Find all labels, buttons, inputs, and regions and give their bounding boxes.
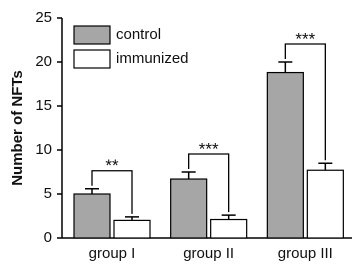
y-tick-label: 10 xyxy=(35,141,52,158)
y-tick-label: 25 xyxy=(35,9,52,26)
bar xyxy=(170,178,208,239)
error-bar xyxy=(278,61,293,73)
significance-label: *** xyxy=(199,139,219,158)
y-tick-label: 0 xyxy=(44,229,52,246)
significance-label: ** xyxy=(105,156,119,175)
error-bar xyxy=(125,216,139,221)
significance-bracket xyxy=(284,43,326,161)
legend-label: control xyxy=(116,26,161,43)
significance-bracket xyxy=(91,170,133,214)
y-tick-label: 20 xyxy=(35,53,52,70)
significance-label: *** xyxy=(295,29,315,48)
legend-swatch xyxy=(73,49,111,69)
x-tick-label: group I xyxy=(89,245,136,262)
error-bar xyxy=(181,171,196,180)
y-tick-label: 5 xyxy=(44,185,52,202)
bar xyxy=(113,219,151,239)
legend-label: immunized xyxy=(116,50,189,67)
bar xyxy=(306,169,344,239)
error-bar xyxy=(221,214,236,220)
y-axis-label: Number of NFTs xyxy=(9,70,26,186)
error-bar xyxy=(85,187,99,194)
bar xyxy=(266,71,304,239)
legend-swatch xyxy=(73,25,111,45)
x-tick-label: group III xyxy=(278,245,333,262)
significance-bracket xyxy=(188,153,230,213)
x-tick-label: group II xyxy=(183,245,234,262)
bar xyxy=(73,193,111,239)
y-tick-label: 15 xyxy=(35,97,52,114)
error-bar xyxy=(318,162,333,171)
bar xyxy=(210,218,248,239)
